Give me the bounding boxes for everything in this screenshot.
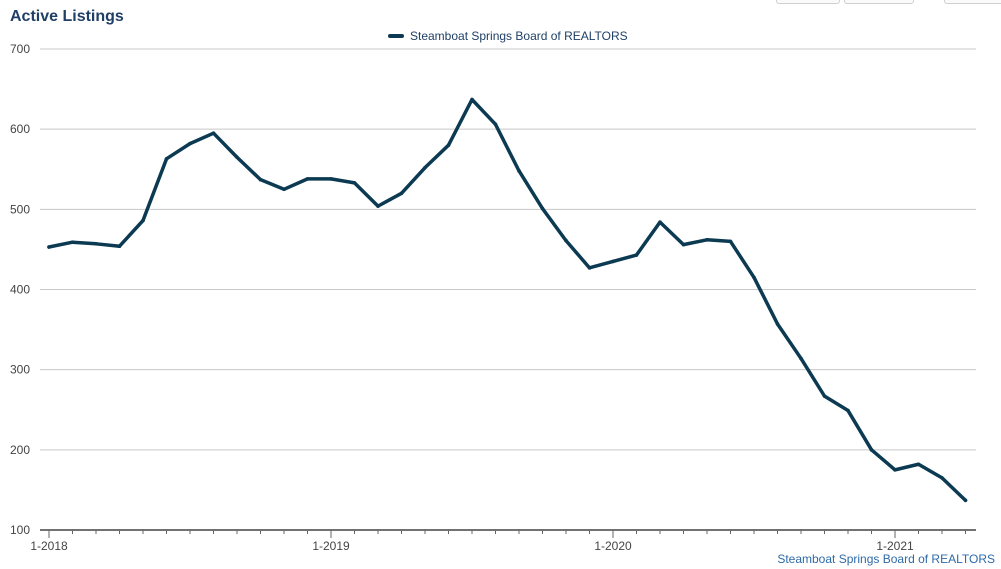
y-tick-label-500: 500 (10, 202, 30, 216)
data-point-2019-11 (564, 238, 568, 243)
data-point-2018-07 (188, 141, 192, 146)
chart-legend[interactable]: Steamboat Springs Board of REALTORS (388, 29, 628, 43)
y-tick-label-400: 400 (10, 283, 30, 297)
data-point-2019-12 (587, 266, 592, 270)
y-tick-label-200: 200 (10, 443, 30, 457)
data-point-2020-08 (775, 322, 780, 326)
y-tick-label-100: 100 (10, 523, 30, 537)
data-point-2019-08 (493, 122, 498, 127)
data-point-2019-10 (540, 206, 545, 211)
tab-stub-1[interactable] (776, 0, 840, 4)
data-point-2021-03 (940, 476, 944, 480)
x-tick-label-1-2018: 1-2018 (30, 539, 68, 553)
data-point-2021-04 (963, 498, 968, 503)
series-line-0 (47, 97, 968, 503)
data-point-2018-12 (305, 177, 310, 181)
data-point-2018-03 (94, 242, 98, 246)
data-point-2020-01 (611, 259, 615, 264)
data-point-2020-04 (681, 242, 686, 247)
data-point-2020-06 (728, 239, 733, 244)
data-point-2021-01 (893, 468, 897, 472)
data-point-2020-02 (634, 253, 639, 257)
tab-stub-3[interactable] (944, 0, 1001, 4)
data-point-2020-05 (705, 237, 709, 242)
data-point-2020-10 (822, 394, 827, 398)
legend-label: Steamboat Springs Board of REALTORS (410, 29, 628, 43)
data-point-2020-12 (869, 448, 874, 452)
data-point-2021-02 (916, 462, 921, 467)
data-point-2019-05 (423, 165, 427, 170)
data-point-2019-04 (399, 191, 404, 196)
data-point-2020-11 (846, 408, 850, 413)
data-point-2018-05 (141, 218, 145, 223)
data-point-2018-01 (47, 245, 51, 249)
tab-stub-2[interactable] (844, 0, 914, 4)
data-point-2019-06 (446, 143, 451, 147)
y-tick-label-700: 700 (10, 42, 30, 56)
data-point-2020-09 (799, 356, 803, 361)
data-point-2020-03 (658, 220, 662, 224)
data-point-2020-07 (752, 275, 756, 280)
x-tick-label-1-2020: 1-2020 (594, 539, 632, 553)
data-point-2018-06 (164, 157, 169, 161)
legend-swatch (388, 34, 404, 38)
data-point-2019-02 (352, 181, 357, 185)
y-tick-label-300: 300 (10, 363, 30, 377)
data-point-2018-09 (235, 155, 239, 160)
data-point-2019-01 (329, 177, 333, 181)
data-point-2018-10 (258, 177, 263, 182)
y-tick-label-600: 600 (10, 122, 30, 136)
data-point-2018-08 (211, 131, 216, 135)
data-point-2018-02 (70, 240, 75, 245)
source-credit[interactable]: Steamboat Springs Board of REALTORS (777, 552, 995, 566)
data-point-2018-04 (117, 244, 122, 249)
data-point-2018-11 (282, 187, 286, 192)
data-point-2019-09 (517, 169, 521, 173)
x-tick-label-1-2019: 1-2019 (312, 539, 350, 553)
x-tick-label-1-2021: 1-2021 (876, 539, 914, 553)
data-point-2019-03 (376, 204, 380, 208)
chart-title: Active Listings (10, 8, 124, 25)
data-point-2019-07 (470, 97, 474, 102)
